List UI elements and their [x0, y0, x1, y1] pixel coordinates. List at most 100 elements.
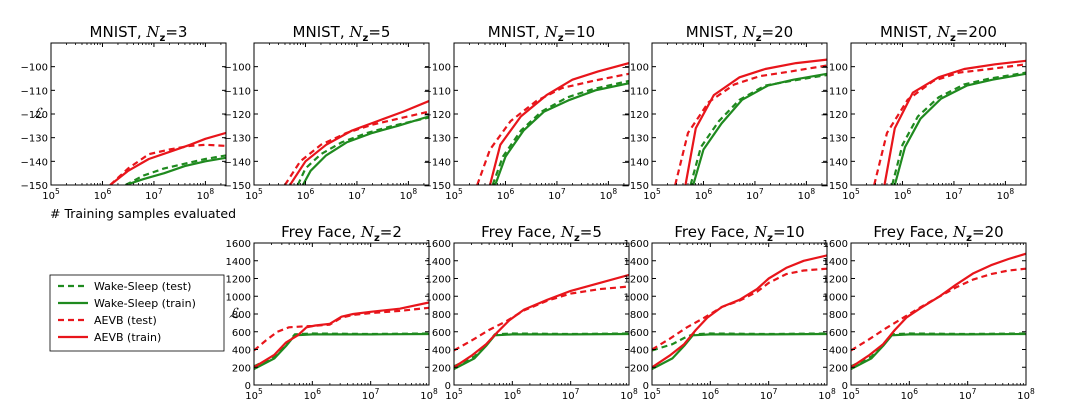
chart-8-y-tick-label: 200 — [630, 363, 649, 374]
chart-5-y-tick-label: −130 — [821, 134, 848, 145]
chart-4-title: MNIST, Nz=20 — [686, 23, 793, 44]
chart-7-y-tick-label: 400 — [432, 346, 451, 357]
chart-7-y-tick-label: 1600 — [426, 239, 451, 250]
chart-9-y-tick-label: 600 — [829, 328, 848, 339]
chart-6-y-tick-label: 1400 — [226, 257, 251, 268]
chart-1-title: MNIST, Nz=3 — [90, 23, 188, 44]
chart-1-y-tick-label: −150 — [21, 181, 48, 192]
chart-3-series-wake-sleep-train — [494, 82, 629, 185]
chart-1-y-axis-label: ℒ — [33, 106, 44, 122]
chart-6-series-aevb-train — [254, 301, 429, 369]
chart-7-y-tick-label: 0 — [445, 381, 451, 392]
chart-4-y-tick-label: −120 — [622, 110, 649, 121]
chart-8-title: Frey Face, Nz=10 — [674, 223, 804, 244]
chart-8-y-tick-label: 1200 — [624, 275, 649, 286]
chart-9-series-aevb-test — [851, 267, 1026, 352]
chart-4-series-aevb-train — [684, 58, 827, 185]
chart-1-y-tick-label: −100 — [21, 63, 48, 74]
chart-1-series-aevb-test — [109, 143, 226, 185]
chart-1-y-tick-label: −130 — [21, 134, 48, 145]
chart-3-y-tick-label: −150 — [424, 181, 451, 192]
chart-5-x-tick-label: 107 — [945, 187, 963, 202]
chart-9-x-tick-label: 105 — [842, 387, 860, 402]
chart-5: MNIST, Nz=200 105 106 107 108 −150 −140 −130 −12… — [821, 23, 1027, 202]
chart-7-x-tick-label: 108 — [620, 387, 638, 402]
chart-3-y-tick-label: −110 — [424, 86, 451, 97]
chart-8-series-aevb-train — [652, 254, 827, 369]
chart-5-x-tick-label: 105 — [842, 187, 860, 202]
chart-7: Frey Face, Nz=5 105 106 107 108 0 200 400 600 800… — [426, 223, 638, 402]
chart-8-y-tick-label: 400 — [630, 346, 649, 357]
chart-5-y-tick-label: −110 — [821, 86, 848, 97]
chart-2-y-tick-label: −110 — [224, 86, 251, 97]
chart-4-x-tick-label: 107 — [746, 187, 764, 202]
chart-7-series-aevb-train — [454, 273, 629, 369]
chart-3-x-tick-label: 108 — [600, 187, 618, 202]
chart-6-y-tick-label: 200 — [232, 363, 251, 374]
chart-1-series-aevb-train — [109, 131, 226, 185]
chart-4-frame — [651, 42, 828, 186]
chart-7-y-tick-label: 1200 — [426, 275, 451, 286]
chart-8-x-tick-label: 105 — [643, 387, 661, 402]
chart-9-x-tick-label: 108 — [1017, 387, 1035, 402]
chart-9-frame — [850, 242, 1027, 386]
chart-2-x-tick-label: 107 — [348, 187, 366, 202]
chart-5-title: MNIST, Nz=200 — [880, 23, 997, 44]
chart-5-series-aevb-train — [883, 59, 1026, 185]
chart-4-y-tick-label: −150 — [622, 181, 649, 192]
chart-6-x-tick-label: 106 — [304, 387, 322, 402]
chart-1-x-tick-label: 106 — [94, 187, 112, 202]
chart-7-y-tick-label: 1400 — [426, 257, 451, 268]
chart-3-x-tick-label: 106 — [497, 187, 515, 202]
chart-4-y-tick-label: −130 — [622, 134, 649, 145]
chart-9-series-wake-sleep-train — [851, 332, 1026, 370]
chart-6-series-aevb-test — [254, 306, 429, 352]
chart-9-y-tick-label: 200 — [829, 363, 848, 374]
chart-7-series-wake-sleep-train — [454, 332, 629, 370]
legend-label: Wake-Sleep (train) — [94, 297, 196, 310]
chart-6-title: Frey Face, Nz=2 — [281, 223, 402, 244]
chart-3-title: MNIST, Nz=10 — [488, 23, 595, 44]
row1-x-axis-label: # Training samples evaluated — [50, 206, 236, 221]
chart-2-x-tick-label: 108 — [400, 187, 418, 202]
chart-5-series-wake-sleep-train — [893, 72, 1026, 185]
chart-5-series-wake-sleep-test — [891, 71, 1026, 185]
chart-1-x-tick-label: 108 — [197, 187, 215, 202]
chart-8-series-wake-sleep-train — [652, 332, 827, 370]
chart-8-x-tick-label: 107 — [760, 387, 778, 402]
chart-3: MNIST, Nz=10 105 106 107 108 −150 −140 −130 −120… — [424, 23, 630, 202]
chart-9-x-tick-label: 106 — [901, 387, 919, 402]
chart-1-y-tick-label: −120 — [21, 110, 48, 121]
chart-4-y-tick-label: −140 — [622, 157, 649, 168]
chart-1: MNIST, Nz=3 105 106 107 108 −150 −140 −130 −120 −… — [21, 23, 227, 202]
chart-3-y-tick-label: −120 — [424, 110, 451, 121]
chart-4-series-wake-sleep-train — [692, 72, 827, 185]
chart-5-y-tick-label: −120 — [821, 110, 848, 121]
chart-9-y-tick-label: 0 — [842, 381, 848, 392]
legend-label: Wake-Sleep (test) — [94, 280, 191, 293]
chart-4-series-aevb-test — [674, 64, 827, 185]
legend-label: AEVB (test) — [94, 314, 157, 327]
chart-2-series-aevb-train — [289, 99, 429, 185]
chart-8-x-tick-label: 106 — [702, 387, 720, 402]
chart-8-y-tick-label: 1000 — [624, 292, 649, 303]
legend-label: AEVB (train) — [94, 331, 161, 344]
chart-2-x-tick-label: 105 — [245, 187, 263, 202]
chart-8-y-tick-label: 800 — [630, 310, 649, 321]
chart-7-series-aevb-test — [454, 285, 629, 352]
chart-5-y-tick-label: −150 — [821, 181, 848, 192]
chart-6-x-tick-label: 105 — [245, 387, 263, 402]
chart-3-x-tick-label: 107 — [548, 187, 566, 202]
chart-6-y-tick-label: 1000 — [226, 292, 251, 303]
chart-7-y-tick-label: 600 — [432, 328, 451, 339]
legend-box — [49, 274, 225, 352]
chart-9-y-tick-label: 1200 — [823, 275, 848, 286]
chart-4-y-tick-label: −100 — [622, 63, 649, 74]
chart-8-frame — [651, 242, 828, 386]
chart-2-x-tick-label: 106 — [297, 187, 315, 202]
chart-7-y-tick-label: 200 — [432, 363, 451, 374]
chart-8-y-tick-label: 600 — [630, 328, 649, 339]
chart-6: Frey Face, Nz=2 105 106 107 108 0 200 400 600 800… — [226, 223, 438, 402]
chart-7-x-tick-label: 105 — [445, 387, 463, 402]
